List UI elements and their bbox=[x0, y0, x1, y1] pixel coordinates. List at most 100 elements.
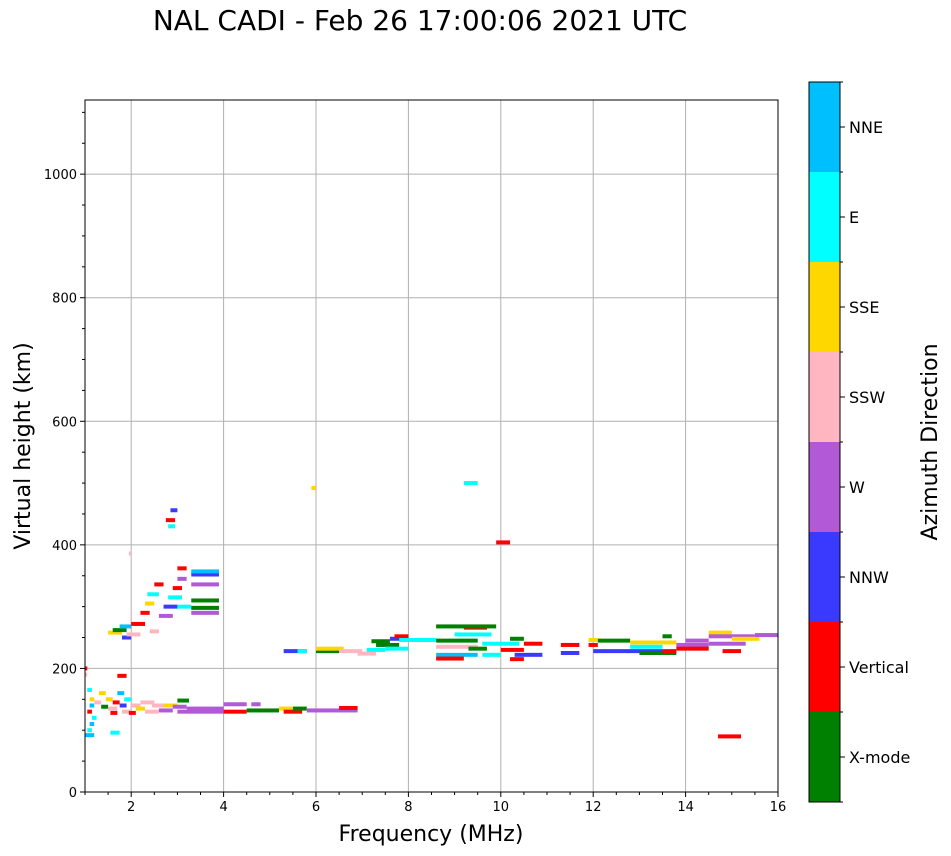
echo-point bbox=[376, 642, 400, 647]
colorbar-tick-label: NNE bbox=[849, 118, 883, 137]
echo-point bbox=[436, 624, 497, 629]
echo-point bbox=[87, 688, 92, 693]
echo-point bbox=[482, 652, 501, 657]
echo-point bbox=[131, 703, 141, 708]
echo-point bbox=[223, 702, 247, 707]
echo-point bbox=[468, 646, 487, 651]
echo-point bbox=[316, 649, 340, 654]
echo-point bbox=[110, 710, 118, 715]
y-tick-label: 800 bbox=[52, 292, 77, 307]
echo-point bbox=[191, 610, 219, 615]
colorbar-swatch bbox=[809, 712, 840, 802]
echo-point bbox=[662, 649, 677, 654]
echo-point bbox=[110, 730, 120, 735]
colorbar-swatch bbox=[809, 532, 840, 622]
echo-point bbox=[510, 657, 524, 662]
echo-point bbox=[158, 708, 173, 713]
echo-point bbox=[98, 691, 106, 696]
echo-point bbox=[101, 704, 109, 709]
echo-point bbox=[717, 734, 742, 739]
echo-point bbox=[186, 706, 224, 711]
echo-point bbox=[191, 598, 219, 603]
echo-point bbox=[283, 709, 303, 714]
echo-point bbox=[588, 638, 598, 643]
echo-point bbox=[339, 705, 358, 710]
echo-point bbox=[560, 650, 580, 655]
echo-point bbox=[593, 649, 663, 654]
echo-point bbox=[163, 604, 178, 609]
colorbar-swatch bbox=[809, 262, 840, 352]
echo-point bbox=[454, 632, 492, 637]
echo-point bbox=[177, 576, 187, 581]
echo-point bbox=[399, 638, 437, 643]
echo-point bbox=[366, 647, 386, 652]
colorbar-label: Azimuth Direction bbox=[918, 343, 943, 540]
echo-point bbox=[685, 638, 709, 643]
echo-point bbox=[119, 624, 132, 629]
echo-point bbox=[135, 706, 146, 711]
x-axis-label: Frequency (MHz) bbox=[339, 822, 524, 847]
echo-point bbox=[105, 697, 113, 702]
echo-point bbox=[708, 630, 732, 635]
echo-point bbox=[89, 722, 95, 727]
echo-point bbox=[117, 673, 127, 678]
colorbar-swatch bbox=[809, 172, 840, 262]
echo-point bbox=[94, 700, 102, 705]
echo-point bbox=[85, 672, 88, 677]
echo-point bbox=[121, 709, 132, 714]
echo-point bbox=[128, 710, 136, 715]
y-tick-label: 400 bbox=[52, 539, 77, 554]
x-tick-label: 10 bbox=[493, 800, 510, 815]
echo-point bbox=[731, 636, 760, 641]
colorbar-tick-label: Vertical bbox=[849, 658, 909, 677]
echo-point bbox=[145, 709, 159, 714]
echo-point bbox=[108, 630, 122, 635]
echo-point bbox=[121, 635, 132, 640]
echo-point bbox=[191, 569, 219, 574]
x-tick-label: 14 bbox=[677, 800, 694, 815]
echo-point bbox=[311, 486, 316, 491]
colorbar-tick-label: W bbox=[849, 478, 865, 497]
y-tick-label: 200 bbox=[52, 662, 77, 677]
colorbar-frame bbox=[808, 81, 841, 803]
echo-point bbox=[151, 703, 164, 708]
echo-point bbox=[722, 649, 742, 654]
colorbar-tick-label: NNW bbox=[849, 568, 889, 587]
x-tick-label: 6 bbox=[312, 800, 320, 815]
echo-point bbox=[89, 697, 95, 702]
echo-point bbox=[292, 706, 307, 711]
echo-point bbox=[91, 715, 97, 720]
echo-point bbox=[597, 638, 631, 643]
echo-point bbox=[119, 703, 127, 708]
echo-point bbox=[108, 706, 118, 711]
echo-point bbox=[510, 636, 524, 641]
echo-point bbox=[154, 582, 164, 587]
y-axis: 0 200 400 600 800 1000 bbox=[44, 111, 85, 801]
echo-point bbox=[89, 703, 95, 708]
echo-point bbox=[177, 604, 192, 609]
y-axis-label: Virtual height (km) bbox=[11, 342, 36, 549]
colorbar-tick-label: SSW bbox=[849, 388, 885, 407]
colorbar-swatch bbox=[809, 82, 840, 172]
x-tick-label: 16 bbox=[770, 800, 787, 815]
echo-point bbox=[334, 708, 358, 713]
x-tick-label: 12 bbox=[585, 800, 602, 815]
echo-point bbox=[168, 595, 183, 600]
colorbar-swatch bbox=[809, 442, 840, 532]
x-axis: 2 4 6 8 10 12 14 16 bbox=[84, 792, 787, 815]
echo-point bbox=[170, 508, 178, 513]
echo-point bbox=[385, 646, 409, 651]
grid-lines bbox=[85, 100, 779, 793]
echo-point bbox=[339, 649, 363, 654]
echo-point bbox=[112, 700, 120, 705]
echo-point bbox=[357, 651, 377, 656]
y-tick-label: 600 bbox=[52, 415, 77, 430]
colorbar-tick-label: X-mode bbox=[849, 748, 910, 767]
echo-point bbox=[223, 709, 247, 714]
colorbar-swatch bbox=[809, 352, 840, 442]
echo-point bbox=[630, 644, 663, 649]
echo-point bbox=[514, 652, 543, 657]
colorbar-tick-label: E bbox=[849, 208, 859, 227]
echo-point bbox=[131, 621, 146, 626]
